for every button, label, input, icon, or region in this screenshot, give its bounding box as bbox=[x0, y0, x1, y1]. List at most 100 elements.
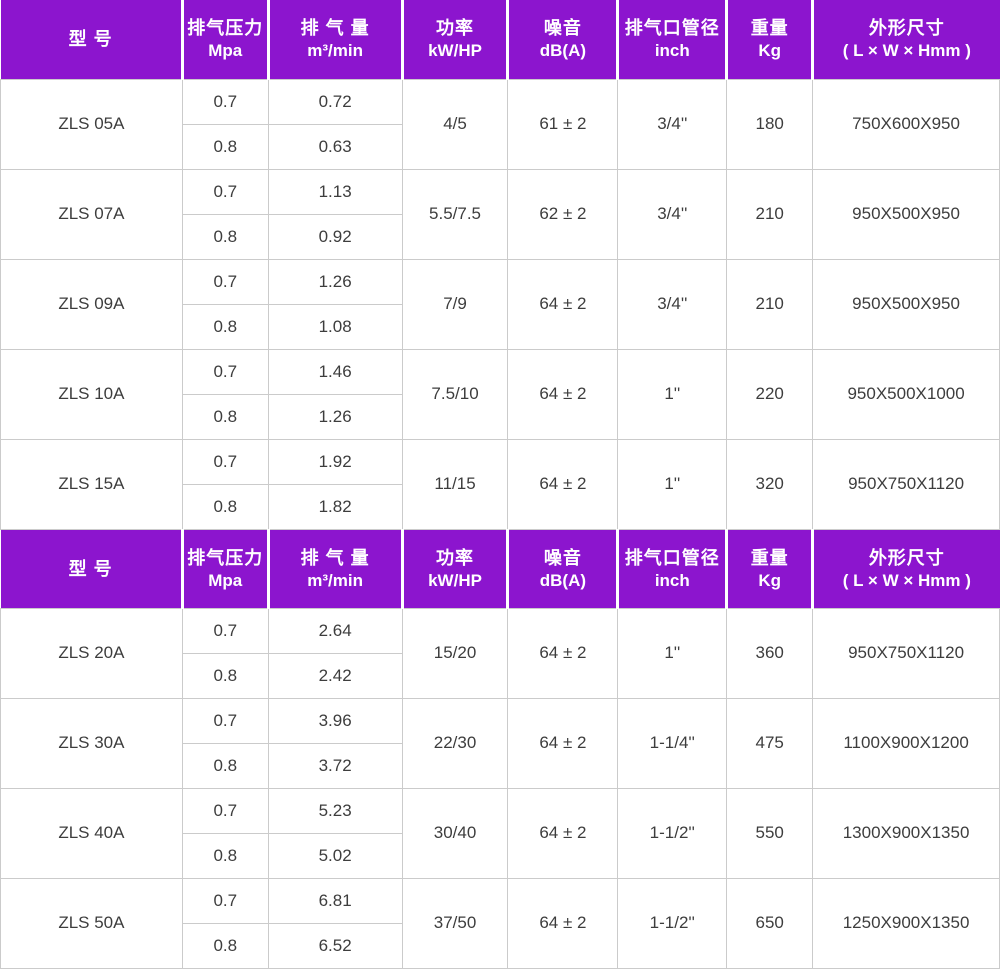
column-label-en: Kg bbox=[758, 570, 782, 590]
column-label-zh: 排气压力 bbox=[187, 18, 264, 39]
column-header-weight: 重量 Kg bbox=[726, 0, 815, 79]
model-cell: ZLS 30A bbox=[0, 697, 183, 789]
model-subrow: 0.8 0.63 bbox=[1, 123, 1000, 170]
column-header-pipe: 排气口管径 inch bbox=[617, 529, 729, 608]
dims-cell: 950X500X950 bbox=[812, 258, 1000, 350]
noise-cell: 64 ± 2 bbox=[507, 438, 619, 530]
flow-cell: 1.82 bbox=[267, 483, 403, 530]
power-cell: 5.5/7.5 bbox=[401, 168, 509, 260]
column-label-en: m³/min bbox=[307, 41, 364, 61]
flow-cell: 2.42 bbox=[267, 652, 403, 699]
pressure-cell: 0.8 bbox=[181, 483, 269, 530]
pipe-cell: 3/4'' bbox=[617, 258, 728, 350]
pressure-cell: 0.8 bbox=[181, 922, 269, 969]
column-header-model: 型 号 bbox=[0, 529, 184, 608]
pressure-cell: 0.7 bbox=[181, 697, 269, 744]
dims-cell: 1100X900X1200 bbox=[812, 697, 1000, 789]
column-header-flow: 排 气 量 m³/min bbox=[268, 0, 404, 79]
column-label-en: dB(A) bbox=[539, 570, 587, 590]
model-cell: ZLS 09A bbox=[0, 258, 183, 350]
weight-cell: 220 bbox=[726, 348, 814, 440]
noise-cell: 64 ± 2 bbox=[507, 348, 619, 440]
column-label-en: kW/HP bbox=[428, 41, 482, 61]
pressure-cell: 0.7 bbox=[181, 787, 269, 834]
column-header-weight: 重量 Kg bbox=[726, 529, 815, 608]
pipe-cell: 1'' bbox=[617, 438, 728, 530]
column-label-zh: 外形尺寸 bbox=[868, 547, 945, 568]
noise-cell: 64 ± 2 bbox=[507, 787, 619, 879]
model-cell: ZLS 07A bbox=[0, 168, 183, 260]
pipe-cell: 1-1/4'' bbox=[617, 697, 728, 789]
header-row: 型 号排气压力 Mpa 排 气 量 m³/min 功率 kW/HP 噪音 dB(A) 排气口管径… bbox=[0, 0, 1000, 79]
weight-cell: 320 bbox=[726, 438, 814, 530]
flow-cell: 3.96 bbox=[267, 697, 403, 744]
noise-cell: 64 ± 2 bbox=[507, 607, 619, 699]
pressure-cell: 0.8 bbox=[181, 832, 269, 879]
column-label-en: Mpa bbox=[208, 570, 243, 590]
column-header-pressure: 排气压力 Mpa bbox=[182, 0, 270, 79]
weight-cell: 210 bbox=[726, 168, 814, 260]
flow-cell: 2.64 bbox=[267, 607, 403, 654]
pipe-cell: 3/4'' bbox=[617, 168, 728, 260]
power-cell: 22/30 bbox=[401, 697, 509, 789]
column-header-power: 功率 kW/HP bbox=[402, 529, 510, 608]
column-label-zh: 功率 bbox=[436, 18, 475, 39]
column-header-model: 型 号 bbox=[0, 0, 184, 79]
pipe-cell: 3/4'' bbox=[617, 78, 728, 170]
model-cell: ZLS 10A bbox=[0, 348, 183, 440]
pressure-cell: 0.8 bbox=[181, 652, 269, 699]
model-row: ZLS 10A 0.7 1.46 7.5/10 64 ± 2 1'' 220 950X500X… bbox=[0, 348, 1000, 440]
power-cell: 15/20 bbox=[401, 607, 509, 699]
pressure-cell: 0.8 bbox=[181, 123, 269, 170]
model-row: ZLS 40A 0.7 5.23 30/40 64 ± 2 1-1/2'' 550 1300X… bbox=[0, 787, 1000, 879]
flow-cell: 1.08 bbox=[267, 303, 403, 350]
flow-cell: 1.13 bbox=[267, 168, 403, 215]
flow-cell: 1.46 bbox=[267, 348, 403, 395]
column-header-flow: 排 气 量 m³/min bbox=[268, 529, 404, 608]
column-header-dims: 外形尺寸( L × W × Hmm ) bbox=[812, 529, 1000, 608]
column-header-noise: 噪音 dB(A) bbox=[507, 529, 620, 608]
column-label-en: ( L × W × Hmm ) bbox=[842, 570, 971, 590]
column-header-power: 功率 kW/HP bbox=[402, 0, 510, 79]
model-subrow: 0.8 5.02 bbox=[1, 832, 1000, 879]
model-row: ZLS 30A 0.7 3.96 22/30 64 ± 2 1-1/4'' 475 1100X… bbox=[0, 697, 1000, 789]
pressure-cell: 0.7 bbox=[181, 348, 269, 395]
pressure-cell: 0.8 bbox=[181, 303, 269, 350]
model-subrow: 0.8 0.92 bbox=[1, 213, 1000, 260]
weight-cell: 550 bbox=[726, 787, 814, 879]
flow-cell: 5.02 bbox=[267, 832, 403, 879]
pipe-cell: 1-1/2'' bbox=[617, 877, 728, 969]
weight-cell: 650 bbox=[726, 877, 814, 969]
column-header-pressure: 排气压力 Mpa bbox=[182, 529, 270, 608]
dims-cell: 950X500X1000 bbox=[812, 348, 1000, 440]
dims-cell: 750X600X950 bbox=[812, 78, 1000, 170]
column-label-zh: 排气压力 bbox=[187, 547, 264, 568]
pipe-cell: 1'' bbox=[617, 607, 728, 699]
model-row: ZLS 50A 0.7 6.81 37/50 64 ± 2 1-1/2'' 650 1250X… bbox=[0, 877, 1000, 969]
column-label-zh: 排气口管径 bbox=[624, 547, 720, 568]
model-row: ZLS 05A 0.7 0.72 4/5 61 ± 2 3/4'' 180 750X600X9… bbox=[0, 78, 1000, 170]
model-row: ZLS 07A 0.7 1.13 5.5/7.5 62 ± 2 3/4'' 210 950X5… bbox=[0, 168, 1000, 260]
column-label-en: dB(A) bbox=[539, 41, 587, 61]
pipe-cell: 1-1/2'' bbox=[617, 787, 728, 879]
model-subrow: 0.8 6.52 bbox=[1, 922, 1000, 969]
power-cell: 4/5 bbox=[401, 78, 509, 170]
pressure-cell: 0.7 bbox=[181, 78, 269, 125]
pressure-cell: 0.7 bbox=[181, 258, 269, 305]
dims-cell: 1250X900X1350 bbox=[812, 877, 1000, 969]
power-cell: 11/15 bbox=[401, 438, 509, 530]
column-label-en: inch bbox=[654, 41, 690, 61]
flow-cell: 1.92 bbox=[267, 438, 403, 485]
model-cell: ZLS 20A bbox=[0, 607, 183, 699]
power-cell: 30/40 bbox=[401, 787, 509, 879]
model-row: ZLS 09A 0.7 1.26 7/9 64 ± 2 3/4'' 210 950X500X9… bbox=[0, 258, 1000, 350]
column-label-zh: 噪音 bbox=[543, 547, 582, 568]
column-label-zh: 噪音 bbox=[543, 18, 582, 39]
model-subrow: 0.8 2.42 bbox=[1, 652, 1000, 699]
flow-cell: 0.92 bbox=[267, 213, 403, 260]
column-label-en: Kg bbox=[758, 41, 782, 61]
flow-cell: 0.72 bbox=[267, 78, 403, 125]
